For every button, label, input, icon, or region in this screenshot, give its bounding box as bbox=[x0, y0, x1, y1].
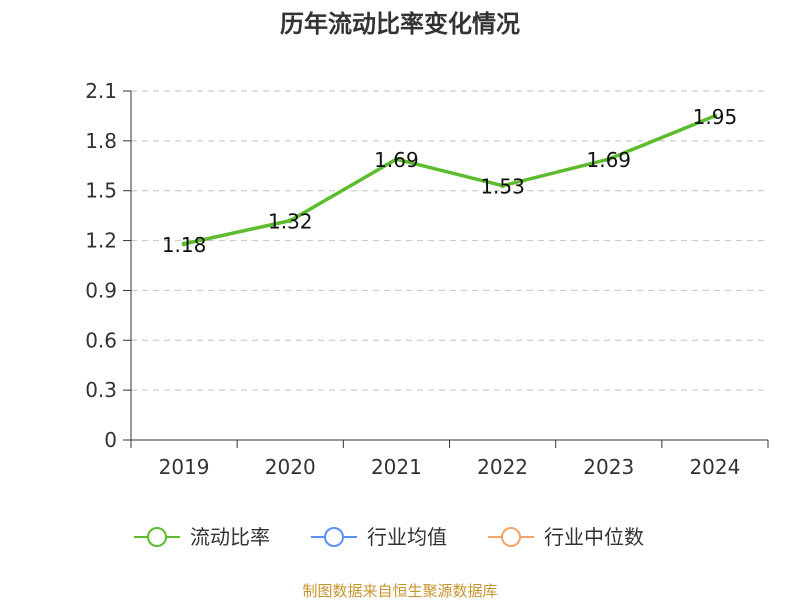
legend-item[interactable]: 行业均值 bbox=[311, 525, 447, 549]
y-tick-label: 2.1 bbox=[85, 79, 117, 103]
x-tick-label: 2021 bbox=[371, 455, 422, 479]
data-point bbox=[181, 241, 187, 247]
legend-label: 行业中位数 bbox=[544, 525, 644, 549]
legend-item[interactable]: 流动比率 bbox=[134, 525, 270, 549]
y-tick-label: 0.6 bbox=[85, 328, 117, 352]
data-label: 1.69 bbox=[374, 148, 419, 172]
legend-marker-icon bbox=[324, 527, 344, 547]
series-layer: 1.18 1.32 1.69 1.53 1.69 1.95 bbox=[162, 105, 737, 257]
series-line bbox=[182, 114, 717, 246]
data-label: 1.69 bbox=[586, 148, 631, 172]
legend-marker-icon bbox=[147, 527, 167, 547]
data-label: 1.18 bbox=[162, 233, 207, 257]
data-label: 1.32 bbox=[268, 210, 313, 234]
y-tick-label: 1.5 bbox=[85, 179, 117, 203]
y-tick-label: 1.8 bbox=[85, 129, 117, 153]
data-point bbox=[393, 156, 399, 162]
data-point bbox=[606, 156, 612, 162]
data-label: 1.53 bbox=[480, 175, 525, 199]
data-point bbox=[500, 183, 506, 189]
grid-lines bbox=[131, 90, 768, 391]
y-tick-label: 0 bbox=[104, 428, 117, 452]
legend-item[interactable]: 行业中位数 bbox=[488, 525, 644, 549]
data-label: 1.95 bbox=[693, 105, 738, 129]
legend: 流动比率 行业均值 行业中位数 bbox=[134, 525, 644, 549]
x-tick-label: 2022 bbox=[477, 455, 528, 479]
axes: 0 0.3 0.6 0.9 1.2 1.5 1.8 2.1 2019 2020 2021 2022 20… bbox=[85, 79, 769, 479]
x-tick-label: 2019 bbox=[159, 455, 210, 479]
footer-source: 制图数据来自恒生聚源数据库 bbox=[302, 582, 497, 600]
x-tick-label: 2020 bbox=[265, 455, 316, 479]
data-point bbox=[287, 218, 293, 224]
data-point bbox=[712, 113, 718, 119]
y-tick-label: 1.2 bbox=[85, 229, 117, 253]
legend-marker-icon bbox=[501, 527, 521, 547]
chart-title: 历年流动比率变化情况 bbox=[280, 10, 520, 38]
legend-label: 行业均值 bbox=[367, 525, 447, 549]
y-tick-label: 0.9 bbox=[85, 278, 117, 302]
legend-label: 流动比率 bbox=[190, 525, 270, 549]
y-tick-label: 0.3 bbox=[85, 378, 117, 402]
x-tick-label: 2023 bbox=[583, 455, 634, 479]
x-tick-label: 2024 bbox=[689, 455, 740, 479]
